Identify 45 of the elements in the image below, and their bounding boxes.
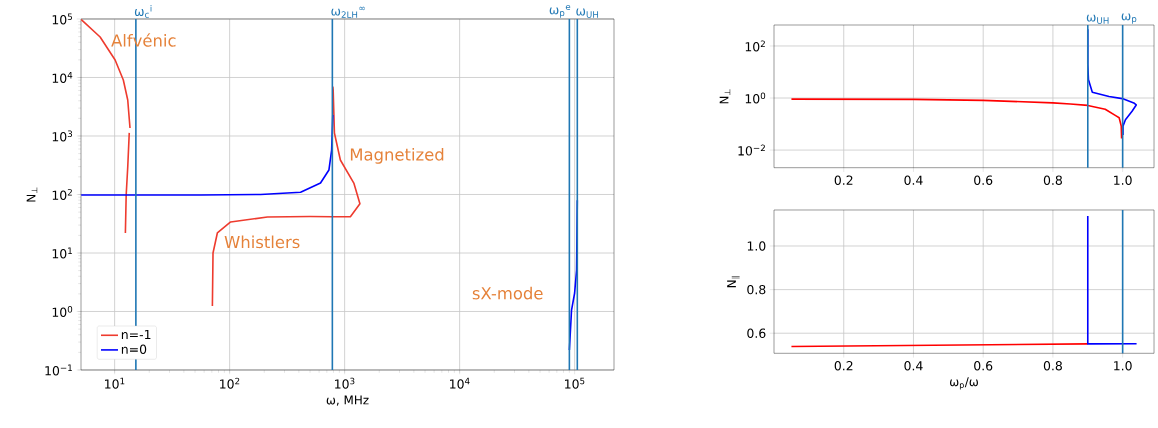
ref-line-label: ω$_{c}$i xyxy=(134,4,152,18)
line-series xyxy=(790,98,1123,140)
x-tick-label: 10$^{3}$ xyxy=(335,377,355,389)
annotation: Whistlers xyxy=(224,235,300,249)
y-axis-title: N$_{⊥}$ xyxy=(719,89,731,104)
ref-line-label: ω$_{2LH}$∞ xyxy=(331,6,365,18)
y-tick-label: 10$^{0}$ xyxy=(745,92,766,104)
x-tick-label: 0.6 xyxy=(974,175,993,185)
annotation: sX-mode xyxy=(472,286,543,300)
legend-label: n=0 xyxy=(121,344,147,354)
y-tick-label: 0.8 xyxy=(747,284,766,295)
x-tick-label: 1.0 xyxy=(1114,175,1132,185)
y-tick-label: 10$^{5}$ xyxy=(52,13,72,25)
y-tick-label: 10$^{1}$ xyxy=(52,247,72,259)
y-tick-label: 10$^{2}$ xyxy=(745,40,765,52)
y-tick-label: 10$^{0}$ xyxy=(52,306,73,317)
x-tick-label: 0.4 xyxy=(904,361,923,371)
x-tick-label: 10$^{5}$ xyxy=(565,377,585,389)
y-tick-label: 10$^{2}$ xyxy=(52,189,72,200)
y-axis-title: N$_{⊥}$ xyxy=(26,187,38,202)
ref-line-label: ω$_{p}$e xyxy=(549,4,571,18)
y-tick-label: 10$^{4}$ xyxy=(52,72,73,83)
x-tick-label: 0.2 xyxy=(834,361,853,371)
x-tick-label: 10$^{2}$ xyxy=(220,377,240,389)
y-tick-label: 10$^{−2}$ xyxy=(738,144,765,156)
x-tick-label: 10$^{1}$ xyxy=(105,377,125,389)
y-tick-label: 0.6 xyxy=(747,328,766,338)
x-axis-title: ω$_{p}$/ω xyxy=(949,377,978,390)
x-tick-label: 0.8 xyxy=(1043,361,1062,371)
y-tick-label: 1.0 xyxy=(747,241,766,251)
x-tick-label: 0.6 xyxy=(974,361,993,371)
y-tick-label: 10$^{3}$ xyxy=(52,130,73,142)
ref-line-label: ω$_{p}$ xyxy=(1121,13,1137,24)
x-axis-title: ω, MHz xyxy=(326,395,369,406)
x-tick-label: 0.2 xyxy=(834,175,853,185)
y-axis-title: N$_{∥}$ xyxy=(727,276,740,288)
x-tick-label: 0.4 xyxy=(904,175,923,185)
y-tick-label: 10$^{−1}$ xyxy=(45,364,72,376)
x-tick-label: 0.8 xyxy=(1043,175,1062,185)
annotation: Magnetized xyxy=(350,147,444,164)
ref-line-label: ω$_{UH}$ xyxy=(576,8,599,18)
legend-label: n=-1 xyxy=(121,329,151,340)
x-tick-label: 10$^{4}$ xyxy=(450,377,470,389)
x-tick-label: 1.0 xyxy=(1114,361,1132,371)
ref-line-label: ω$_{UH}$ xyxy=(1086,14,1109,24)
